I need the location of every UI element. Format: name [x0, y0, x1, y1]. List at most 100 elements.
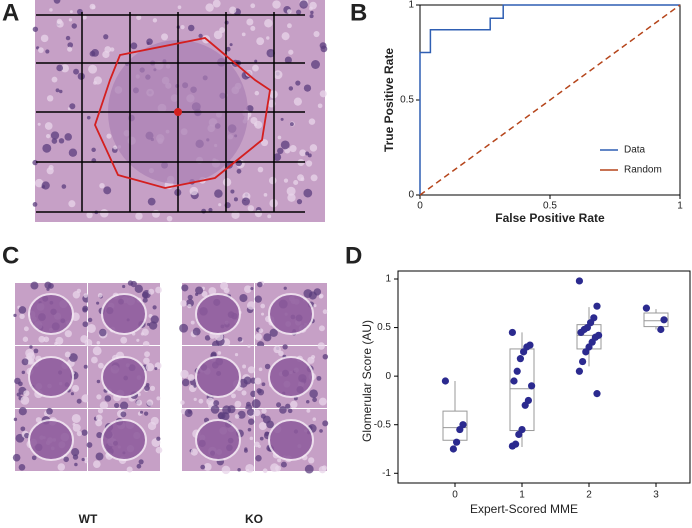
tissue-nucleus: [287, 23, 292, 29]
tissue-nucleus: [262, 468, 268, 474]
tissue-nucleus: [38, 47, 44, 54]
tissue-nucleus: [266, 48, 275, 58]
tissue-nucleus: [190, 320, 195, 325]
data-point: [593, 390, 601, 398]
tissue-nucleus: [82, 15, 87, 20]
tissue-nucleus: [257, 444, 261, 448]
centroid: [174, 108, 182, 116]
tissue-nucleus: [120, 336, 128, 344]
tissue-nucleus: [221, 465, 231, 475]
tissue-nucleus: [97, 408, 104, 414]
data-point: [579, 357, 587, 366]
tissue-nucleus: [253, 409, 261, 417]
tissue-nucleus: [95, 419, 103, 427]
tissue-nucleus: [70, 392, 74, 396]
tissue-nucleus: [277, 458, 282, 463]
tissue-nucleus: [76, 398, 82, 404]
tissue-nucleus: [56, 64, 64, 72]
tissue-nucleus: [147, 197, 156, 206]
tissue-nucleus: [288, 49, 294, 55]
tissue-nucleus: [187, 303, 192, 309]
tissue-nucleus: [260, 303, 266, 309]
tissue-nucleus: [139, 410, 144, 414]
box: [643, 312, 669, 328]
tissue-nucleus: [103, 34, 109, 40]
tissue-nucleus: [67, 42, 74, 48]
tissue-nucleus: [247, 366, 255, 374]
tissue-nucleus: [92, 346, 102, 356]
tissue-nucleus: [155, 286, 162, 294]
data-point: [593, 302, 601, 310]
tissue-nucleus: [138, 459, 144, 465]
tissue-nucleus: [280, 140, 290, 150]
tissue-nucleus: [67, 46, 73, 52]
tissue-nucleus: [86, 211, 93, 219]
y-tick-label: -0.5: [374, 419, 392, 430]
tissue-nucleus: [99, 182, 105, 189]
tissue-nucleus: [220, 281, 229, 290]
x-tick-label: 0: [452, 490, 458, 501]
tissue-nucleus: [246, 408, 255, 416]
tissue-nucleus: [95, 452, 104, 461]
tissue-nucleus: [19, 313, 25, 319]
tissue-nucleus: [231, 393, 236, 399]
tissue-nucleus: [217, 351, 222, 355]
tissue-nucleus: [246, 18, 254, 26]
tissue-nucleus: [195, 292, 199, 297]
tissue-nucleus: [319, 429, 323, 433]
tissue-nucleus: [18, 381, 23, 387]
tissue-nucleus: [180, 400, 185, 405]
tissue-nucleus: [258, 422, 267, 431]
tissue-nucleus: [89, 50, 96, 57]
tissue-nucleus: [106, 133, 112, 139]
tissue-nucleus: [136, 338, 140, 342]
tissue-nucleus: [222, 177, 232, 187]
tissue-nucleus: [143, 357, 150, 365]
tissue-nucleus: [166, 215, 173, 222]
tissue-nucleus: [237, 336, 243, 342]
tissue-nucleus: [245, 69, 253, 77]
x-tick-label: 0: [417, 201, 423, 212]
data-point: [508, 442, 516, 450]
tissue-nucleus: [43, 336, 50, 343]
tissue-nucleus: [296, 199, 303, 205]
tissue-nucleus: [200, 464, 206, 470]
data-point: [521, 401, 529, 409]
tissue-nucleus: [303, 188, 313, 198]
tissue-nucleus: [257, 388, 265, 396]
tissue-nucleus: [20, 426, 26, 432]
data-point: [657, 325, 665, 334]
tissue-nucleus: [42, 143, 52, 153]
tissue-nucleus: [248, 418, 255, 425]
tissue-nucleus: [286, 186, 296, 196]
tissue-nucleus: [150, 315, 159, 324]
tissue-nucleus: [236, 168, 242, 174]
tissue-nucleus: [309, 6, 313, 11]
tissue-nucleus: [241, 390, 247, 396]
tissue-nucleus: [76, 430, 82, 437]
legend-label: Random: [624, 165, 662, 176]
tissue-nucleus: [245, 468, 250, 473]
tissue-nucleus: [83, 364, 88, 369]
tissue-nucleus: [177, 5, 182, 10]
tissue-nucleus: [69, 10, 73, 14]
series-line: [419, 4, 680, 195]
tissue-nucleus: [206, 397, 214, 406]
y-axis-title: True Positive Rate: [382, 48, 396, 152]
tissue-nucleus: [250, 287, 254, 291]
tissue-nucleus: [44, 122, 53, 130]
tissue-nucleus: [246, 301, 256, 310]
tissue-nucleus: [152, 305, 157, 310]
tissue-nucleus: [21, 358, 29, 366]
data-point: [516, 355, 525, 363]
tissue-nucleus: [266, 420, 274, 429]
tissue-nucleus: [50, 131, 60, 140]
tissue-nucleus: [82, 307, 88, 313]
x-tick-label: 3: [653, 490, 659, 501]
tissue-nucleus: [305, 151, 310, 156]
tissue-nucleus: [247, 427, 252, 432]
tissue-nucleus: [74, 462, 78, 467]
tissue-nucleus: [99, 209, 109, 218]
tissue-nucleus: [263, 192, 268, 197]
tissue-nucleus: [141, 328, 149, 336]
